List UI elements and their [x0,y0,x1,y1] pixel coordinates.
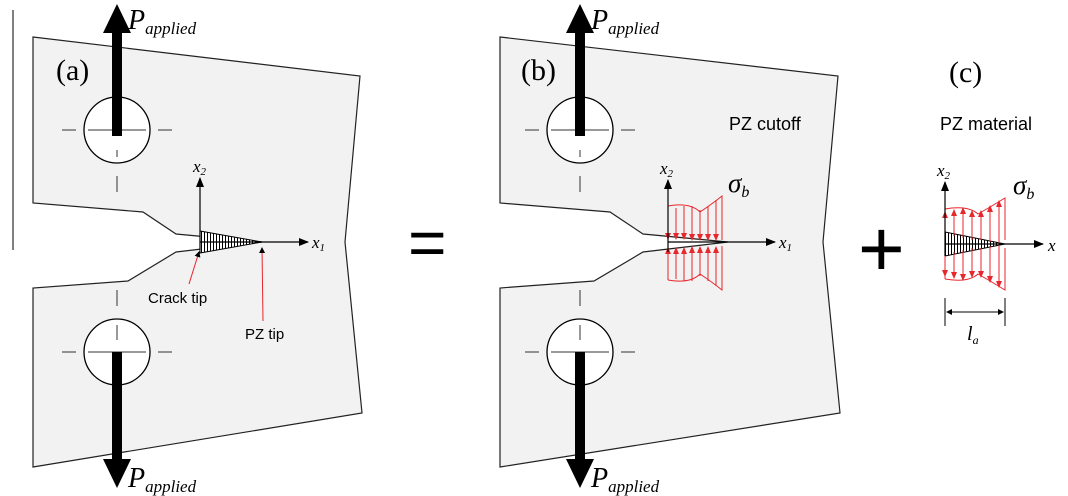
panel-label-c: (c) [949,56,982,89]
x1-label-a: x1 [311,233,325,254]
load-label-bottom-a: Papplied [127,463,197,496]
crack-tip-label: Crack tip [148,290,207,307]
panel-label-b: (b) [521,54,556,87]
panel-a: (a) Papplied Papplied x1 x2 Crack tip PZ… [32,4,363,496]
load-label-bottom-b: Papplied [590,463,660,496]
load-label-top-b: Papplied [590,5,660,38]
load-label-top-a: Papplied [127,5,197,38]
x2-label-c: x2 [936,161,951,182]
panel-label-a: (a) [56,54,89,87]
plus-sign: + [858,204,905,293]
x1-label-b: x1 [778,233,792,254]
x2-label-b: x2 [659,159,674,180]
length-label-c: la [967,323,979,347]
equals-sign: = [408,205,447,279]
load-arrow-top-b [566,4,594,136]
panel-b: (b) PZ cutoff Papplied Papplied x1 x2 σb [499,4,841,496]
panel-title-c: PZ material [940,114,1032,134]
x1-label-c: x [1047,236,1056,255]
crack-tip-pointer [188,251,201,285]
stress-label-c: σb [1013,170,1034,203]
load-arrow-top-a [103,4,131,136]
load-arrow-bottom-a [103,352,131,488]
cohesive-stress-c [942,197,1006,291]
specimen-body-a [32,36,363,468]
x2-label-a: x2 [192,157,207,178]
load-arrow-bottom-b [566,352,594,488]
panel-title-b: PZ cutoff [729,114,802,134]
pz-tip-pointer [259,247,266,322]
stress-label-b: σb [728,168,749,201]
pz-tip-label: PZ tip [245,326,284,343]
panel-c: (c) PZ material x x2 σb la [936,56,1056,347]
